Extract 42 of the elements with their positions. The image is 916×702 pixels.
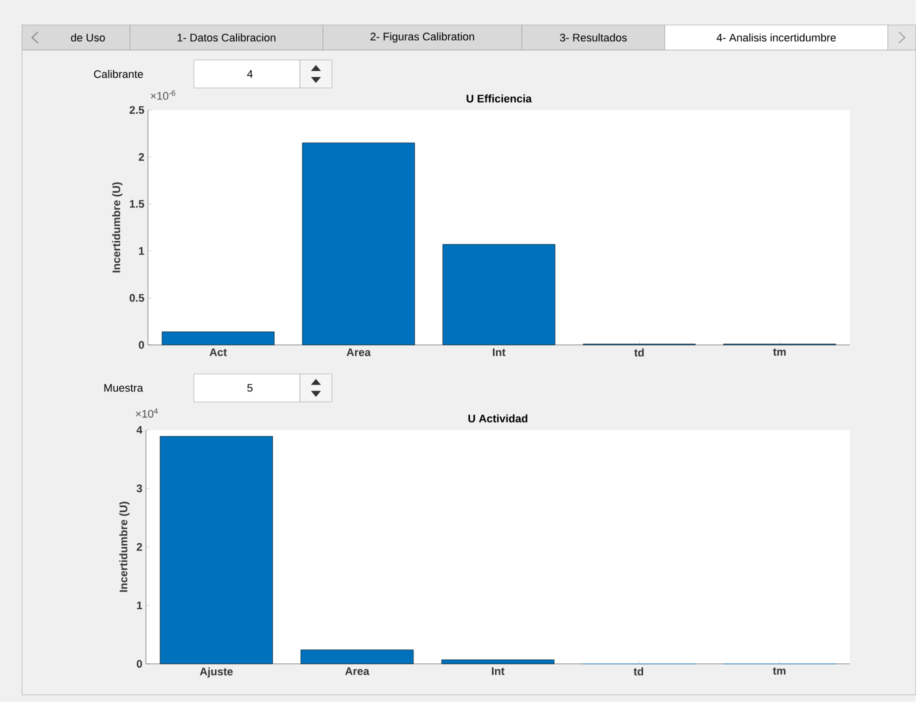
text: 4 (247, 70, 253, 78)
y-tick-label: 1.5 (130, 200, 144, 208)
y-axis-title: Incertidumbre (U) (119, 502, 130, 592)
x-tick-label: tm (773, 348, 786, 356)
text: Muestra (104, 384, 144, 392)
x-tick-label: Act (210, 348, 227, 356)
text: Calibrante (94, 70, 143, 78)
y-tick-label: 1 (137, 602, 142, 610)
x-tick-label: Area (346, 348, 371, 356)
y-tick-label: 2 (138, 153, 144, 161)
bar (300, 650, 414, 664)
bar (441, 660, 554, 664)
y-axis-title: Incertidumbre (U) (112, 182, 122, 272)
x-tick-label: Area (345, 667, 370, 676)
y-tick-label: 2 (136, 543, 142, 551)
x-tick-label: Int (492, 348, 506, 356)
text: 4- Analisis incertidumbre (716, 34, 836, 42)
bar (302, 142, 415, 346)
y-tick-label: 4 (136, 426, 142, 434)
text: 1- Datos Calibracion (178, 34, 276, 42)
text: 5 (247, 384, 253, 392)
x-tick-label: td (634, 348, 644, 357)
y-tick-label: 0 (138, 341, 144, 349)
text: de Uso (71, 34, 105, 42)
x-tick-label: tm (772, 667, 786, 675)
text: 3- Resultados (560, 34, 627, 42)
y-tick-label: 2.5 (130, 106, 144, 114)
y-tick-label: 0.5 (130, 294, 144, 302)
y-tick-label: 0 (136, 660, 142, 668)
y-tick-label: 1 (139, 247, 144, 255)
x-tick-label: Ajuste (200, 667, 233, 678)
x-tick-label: td (634, 667, 644, 676)
text: 2- Figuras Calibration (370, 32, 474, 43)
text: ×10$^{4}$ (136, 408, 158, 418)
x-tick-label: Int (492, 667, 504, 676)
bar (160, 436, 273, 664)
y-tick-label: 3 (136, 484, 142, 492)
bar (162, 332, 274, 346)
chart-title: U Actividad (468, 414, 528, 422)
bar (442, 244, 556, 346)
text: ×10$^{-6}$ (150, 90, 176, 100)
chart-title: U Efficiencia (466, 94, 532, 103)
